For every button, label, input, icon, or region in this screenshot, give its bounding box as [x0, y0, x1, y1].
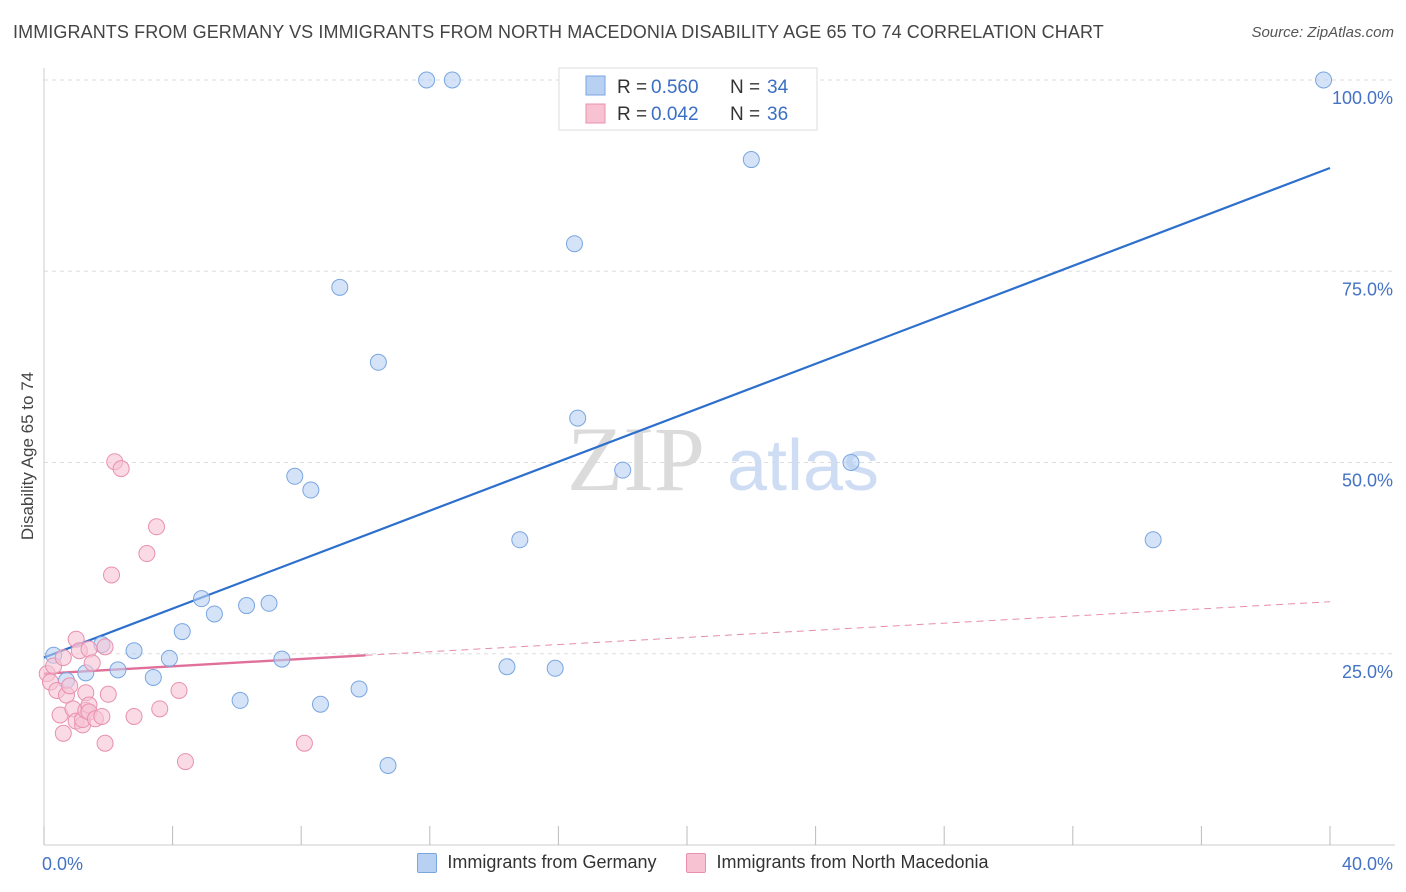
trend-line-macedonia [43, 654, 366, 675]
point-germany [144, 668, 162, 686]
x-tick-label: 0.0% [42, 854, 83, 874]
point-germany [273, 650, 291, 668]
point-macedonia [138, 545, 156, 563]
trend-lines [43, 166, 1331, 675]
point-germany [205, 605, 223, 623]
point-germany [565, 235, 583, 253]
axes [43, 68, 1395, 846]
point-macedonia [96, 734, 114, 752]
point-germany [302, 481, 320, 499]
point-germany [369, 353, 387, 371]
point-germany [286, 467, 304, 485]
tick-labels: 25.0% 50.0% 75.0% 100.0% 0.0% 40.0% [42, 88, 1393, 874]
y-tick-label: 50.0% [1342, 471, 1393, 491]
point-germany [238, 597, 256, 615]
point-macedonia [99, 685, 117, 703]
point-macedonia [148, 518, 166, 536]
watermark: ZIP atlas [567, 408, 879, 510]
point-macedonia [96, 638, 114, 656]
point-macedonia [54, 649, 72, 667]
point-macedonia [112, 460, 130, 478]
point-macedonia [176, 753, 194, 771]
chart-title: IMMIGRANTS FROM GERMANY VS IMMIGRANTS FR… [13, 22, 1104, 42]
point-germany [350, 680, 368, 698]
legend-swatch-macedonia [585, 103, 606, 124]
point-germany [742, 151, 760, 169]
legend-r-label-germany: R = [617, 77, 647, 98]
point-germany [614, 461, 632, 479]
bottom-legend-label-germany: Immigrants from Germany [447, 852, 657, 872]
legend-n-label-macedonia: N = [730, 104, 760, 125]
y-tick-label: 75.0% [1342, 279, 1393, 299]
chart-source: Source: ZipAtlas.com [1251, 24, 1394, 41]
legend-r-value-germany: 0.560 [651, 77, 699, 98]
point-germany [109, 661, 127, 679]
legend-n-label-germany: N = [730, 77, 760, 98]
point-macedonia [103, 566, 121, 584]
point-germany [160, 649, 178, 667]
point-germany [331, 278, 349, 296]
legend-n-value-macedonia: 36 [767, 104, 788, 125]
point-germany [125, 642, 143, 660]
point-germany [418, 71, 436, 89]
watermark-zip: ZIP [567, 408, 705, 510]
point-germany [379, 756, 397, 774]
point-germany [173, 623, 191, 641]
point-germany [546, 659, 564, 677]
point-macedonia [83, 654, 101, 672]
bottom-legend: Immigrants from Germany Immigrants from … [0, 852, 1406, 873]
legend-n-value-germany: 34 [767, 77, 789, 98]
bottom-legend-label-macedonia: Immigrants from North Macedonia [716, 852, 989, 872]
point-germany [842, 454, 860, 471]
point-macedonia [170, 681, 188, 699]
bottom-legend-macedonia: Immigrants from North Macedonia [686, 852, 989, 873]
point-germany [511, 531, 529, 549]
point-macedonia [125, 707, 143, 725]
point-macedonia [151, 700, 169, 718]
y-tick-label: 100.0% [1332, 88, 1393, 108]
y-tick-label: 25.0% [1342, 662, 1393, 682]
point-macedonia [61, 677, 79, 695]
point-germany [193, 590, 211, 608]
data-points [38, 71, 1333, 774]
bottom-legend-germany: Immigrants from Germany [417, 852, 656, 873]
gridlines [44, 79, 1395, 655]
point-germany [231, 691, 249, 709]
legend-r-value-macedonia: 0.042 [651, 104, 699, 125]
point-germany [569, 409, 587, 427]
bottom-legend-swatch-macedonia [686, 852, 707, 873]
trend-line-macedonia-extension [365, 601, 1331, 656]
bottom-legend-swatch-germany [417, 852, 438, 873]
point-germany [311, 695, 329, 713]
point-germany [498, 658, 516, 676]
legend-swatch-germany [585, 75, 606, 96]
point-germany [443, 71, 461, 89]
x-tick-label: 40.0% [1342, 854, 1393, 874]
legend-r-label-macedonia: R = [617, 104, 647, 125]
legend: R = 0.560 N = 34 R = 0.042 N = 36 [558, 67, 818, 131]
point-macedonia [93, 707, 111, 725]
trend-line-germany [43, 166, 1331, 659]
y-axis-label: Disability Age 65 to 74 [18, 372, 37, 540]
point-macedonia [80, 640, 98, 658]
point-germany [260, 594, 278, 612]
point-germany [1315, 71, 1333, 89]
point-macedonia [295, 734, 313, 752]
point-germany [1144, 531, 1162, 549]
point-macedonia [54, 724, 72, 742]
